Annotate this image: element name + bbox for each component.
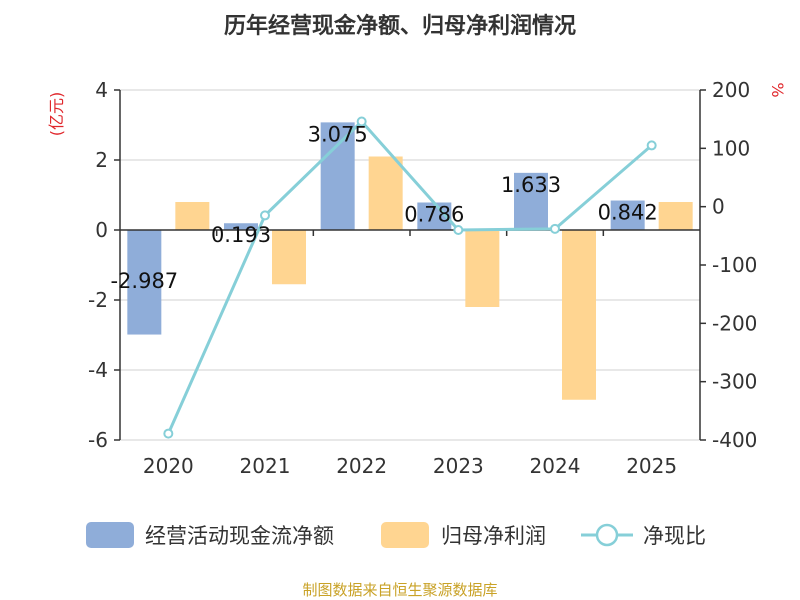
net-cash-ratio-point <box>356 116 367 127</box>
cashflow-bar <box>320 122 355 230</box>
cashflow-data-label: 3.075 <box>308 122 368 146</box>
right-tick-label: 100 <box>712 136 750 160</box>
legend-swatch-net-profit <box>381 522 429 548</box>
x-tick-label: 2022 <box>336 454 387 478</box>
right-axis-unit: % <box>768 82 787 97</box>
right-tick-label: -100 <box>712 253 757 277</box>
left-axis-unit: (亿元) <box>47 92 66 137</box>
x-tick-label: 2020 <box>143 454 194 478</box>
net-cash-ratio-point <box>453 225 464 235</box>
chart-title: 历年经营现金净额、归母净利润情况 <box>224 13 576 39</box>
right-tick-label: -300 <box>712 370 757 394</box>
axes-layer: 4 2 0 -2 -4 -6 200 100 0 -100 -200 -300 -400 2020 2021… <box>88 78 757 478</box>
left-tick-label: 4 <box>95 78 108 102</box>
left-tick-label: 0 <box>95 218 108 242</box>
x-tick-label: 2025 <box>626 454 677 478</box>
cashflow-data-label: 1.633 <box>501 173 561 197</box>
left-tick-label: -2 <box>88 288 108 312</box>
cashflow-bar <box>610 200 645 230</box>
cashflow-data-label: 0.786 <box>404 202 464 226</box>
x-tick-label: 2023 <box>433 454 484 478</box>
legend: 经营活动现金流净额 归母净利润 净现比 <box>86 522 706 548</box>
x-tick-label: 2021 <box>240 454 291 478</box>
legend-label-net-profit: 归母净利润 <box>441 524 546 548</box>
legend-label-cashflow: 经营活动现金流净额 <box>145 524 334 548</box>
x-tick-label: 2024 <box>530 454 581 478</box>
cashflow-data-label: 0.842 <box>598 201 658 225</box>
net-profit-bar <box>368 156 403 230</box>
bars-layer <box>127 122 693 400</box>
cashflow-bar <box>514 172 548 230</box>
cashflow-data-label: -2.987 <box>110 269 178 293</box>
net-profit-bar <box>658 202 693 230</box>
cashflow-bar <box>127 230 162 335</box>
right-tick-label: 200 <box>712 78 750 102</box>
net-cash-ratio-point <box>550 223 560 234</box>
net-profit-bar <box>272 230 306 285</box>
left-tick-label: 2 <box>95 148 108 172</box>
right-tick-label: -400 <box>712 428 757 452</box>
grid-lines <box>120 89 700 441</box>
net-profit-bar <box>465 230 500 307</box>
cashflow-data-label: 0.193 <box>211 223 271 247</box>
net-cash-ratio-line <box>166 119 653 435</box>
legend-swatch-cashflow <box>86 522 134 548</box>
net-profit-bar <box>562 230 596 400</box>
data-labels-layer: -2.987 0.193 3.075 0.786 1.633 0.842 <box>110 122 657 293</box>
net-cash-ratio-point <box>646 140 657 151</box>
cashflow-bar <box>224 223 258 230</box>
legend-marker-ratio <box>595 523 619 547</box>
net-cash-ratio-point <box>260 210 270 221</box>
source-note: 制图数据来自恒生聚源数据库 <box>302 581 497 599</box>
net-profit-bar <box>175 202 210 230</box>
right-tick-label: -200 <box>712 311 757 335</box>
left-tick-label: -6 <box>88 428 108 452</box>
legend-label-ratio: 净现比 <box>643 524 706 548</box>
net-cash-ratio-point <box>163 428 174 439</box>
left-tick-label: -4 <box>88 358 108 382</box>
line-layer <box>163 116 657 439</box>
right-tick-label: 0 <box>712 195 725 219</box>
